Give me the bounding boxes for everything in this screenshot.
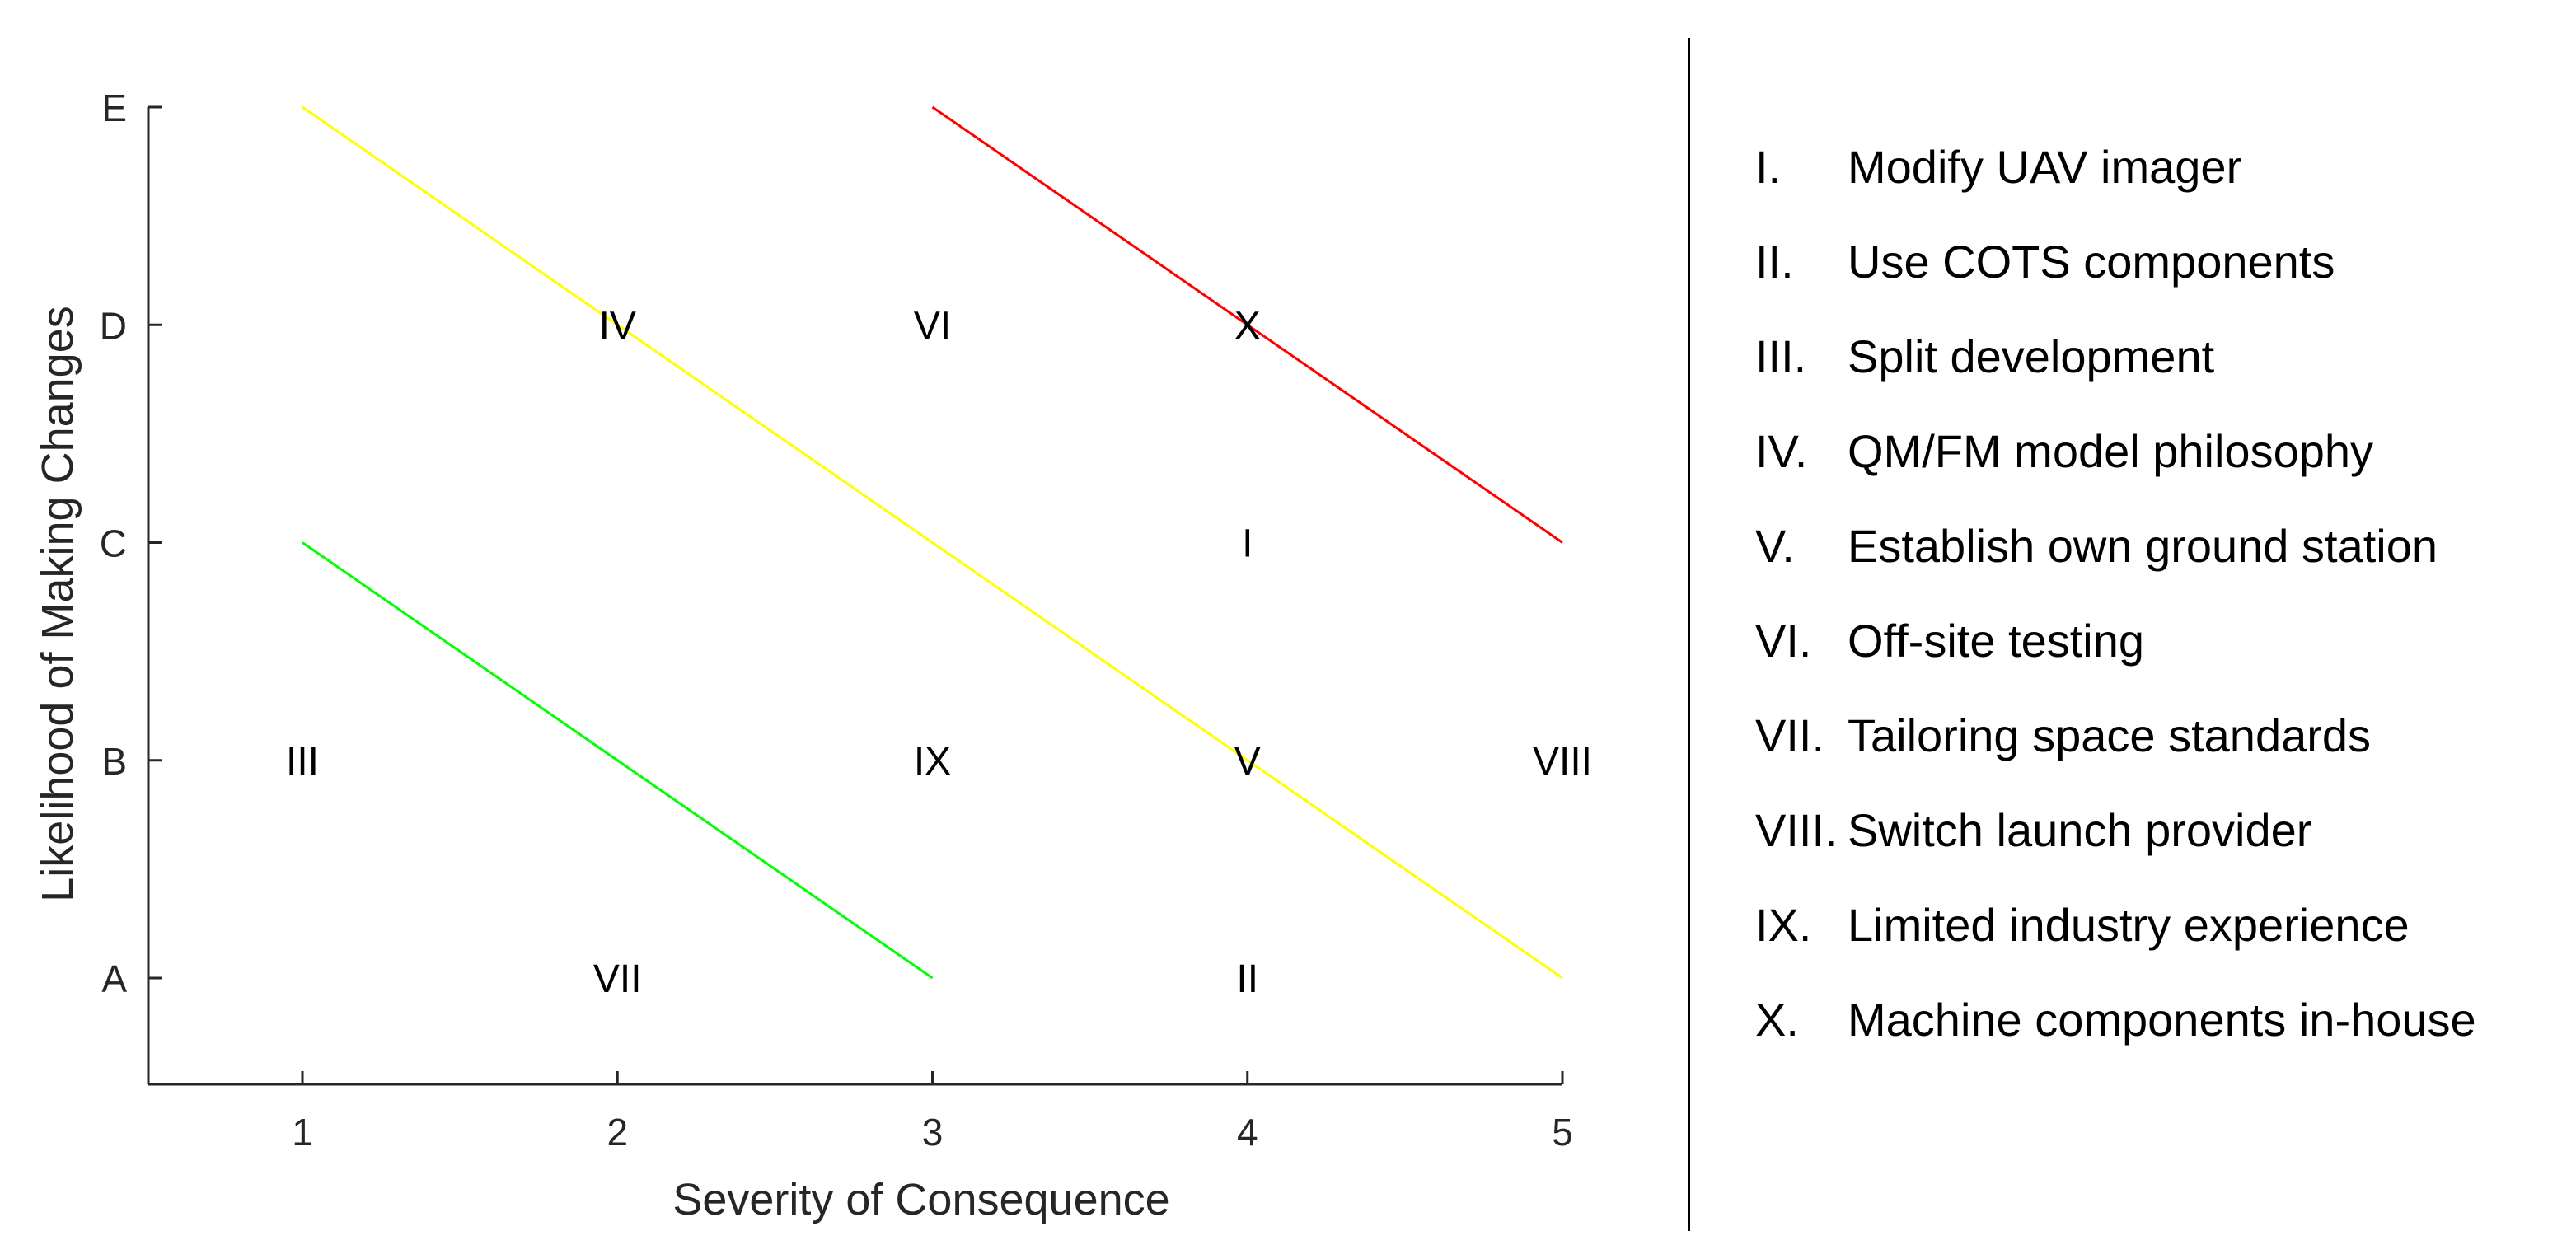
risk-point-label: VII [593, 957, 642, 1001]
risk-point-label: IX [914, 740, 951, 784]
risk-lines [302, 105, 1563, 980]
legend-text: Modify UAV imager [1848, 141, 2242, 193]
risk-line-red [931, 105, 1563, 544]
legend-numeral: X. [1755, 994, 1799, 1046]
legend-numeral: VI. [1755, 615, 1812, 667]
legend-text: Tailoring space standards [1848, 709, 2372, 761]
risk-point-label: X [1234, 304, 1261, 348]
legend-item: IX. Limited industry experience [1755, 898, 2476, 993]
legend-text: Switch launch provider [1848, 804, 2312, 856]
x-tick-label: 4 [1237, 1111, 1258, 1154]
risk-line-green [302, 541, 934, 980]
legend-text: QM/FM model philosophy [1848, 425, 2374, 477]
risk-point-label: VIII [1533, 740, 1592, 784]
legend-numeral: V. [1755, 520, 1795, 572]
legend-item: IV. QM/FM model philosophy [1755, 424, 2476, 519]
legend-numeral: VII. [1755, 709, 1825, 761]
legend-item: X. Machine components in-house [1755, 993, 2476, 1088]
legend-item: I. Modify UAV imager [1755, 140, 2476, 235]
legend-item: V. Establish own ground station [1755, 519, 2476, 614]
legend-numeral: III. [1755, 330, 1807, 382]
legend-item: III. Split development [1755, 330, 2476, 424]
legend-text: Establish own ground station [1848, 520, 2438, 572]
y-tick-label: E [101, 87, 127, 129]
x-tick-label: 1 [292, 1111, 313, 1154]
risk-point-label: IV [599, 304, 636, 348]
legend-text: Limited industry experience [1848, 899, 2410, 951]
panel-divider [1688, 38, 1690, 1231]
y-tick-label: B [101, 740, 127, 783]
x-tick-label: 2 [607, 1111, 628, 1154]
legend-numeral: I. [1755, 141, 1782, 193]
legend-text: Off-site testing [1848, 615, 2145, 667]
y-tick-label: D [100, 304, 127, 347]
risk-point-label: I [1242, 522, 1253, 566]
legend-list: I. Modify UAV imager II. Use COTS component… [1755, 140, 2476, 1088]
legend-item: II. Use COTS components [1755, 235, 2476, 330]
axes [147, 107, 1562, 1086]
risk-line-yellow [302, 105, 1563, 980]
legend-item: VII. Tailoring space standards [1755, 709, 2476, 803]
axis-ticks: 1 2 3 4 5 A B C D E [100, 87, 1573, 1154]
legend-numeral: II. [1755, 236, 1794, 288]
y-axis-title: Likelihood of Making Changes [33, 306, 82, 901]
y-tick-label: A [101, 957, 127, 1000]
risk-point-label: VI [914, 304, 951, 348]
y-tick-label: C [100, 522, 127, 565]
legend-item: VIII. Switch launch provider [1755, 803, 2476, 898]
legend-numeral: VIII. [1755, 804, 1838, 856]
legend-text: Split development [1848, 330, 2215, 382]
legend-numeral: IV. [1755, 425, 1808, 477]
x-tick-label: 5 [1552, 1111, 1573, 1154]
x-tick-label: 3 [922, 1111, 944, 1154]
legend-numeral: IX. [1755, 899, 1812, 951]
risk-point-label: II [1236, 957, 1258, 1001]
legend-text: Machine components in-house [1848, 994, 2476, 1046]
x-axis-title: Severity of Consequence [672, 1175, 1169, 1224]
risk-point-label: III [286, 740, 319, 784]
legend-text: Use COTS components [1848, 236, 2335, 288]
legend-item: VI. Off-site testing [1755, 614, 2476, 709]
risk-point-label: V [1234, 740, 1261, 784]
